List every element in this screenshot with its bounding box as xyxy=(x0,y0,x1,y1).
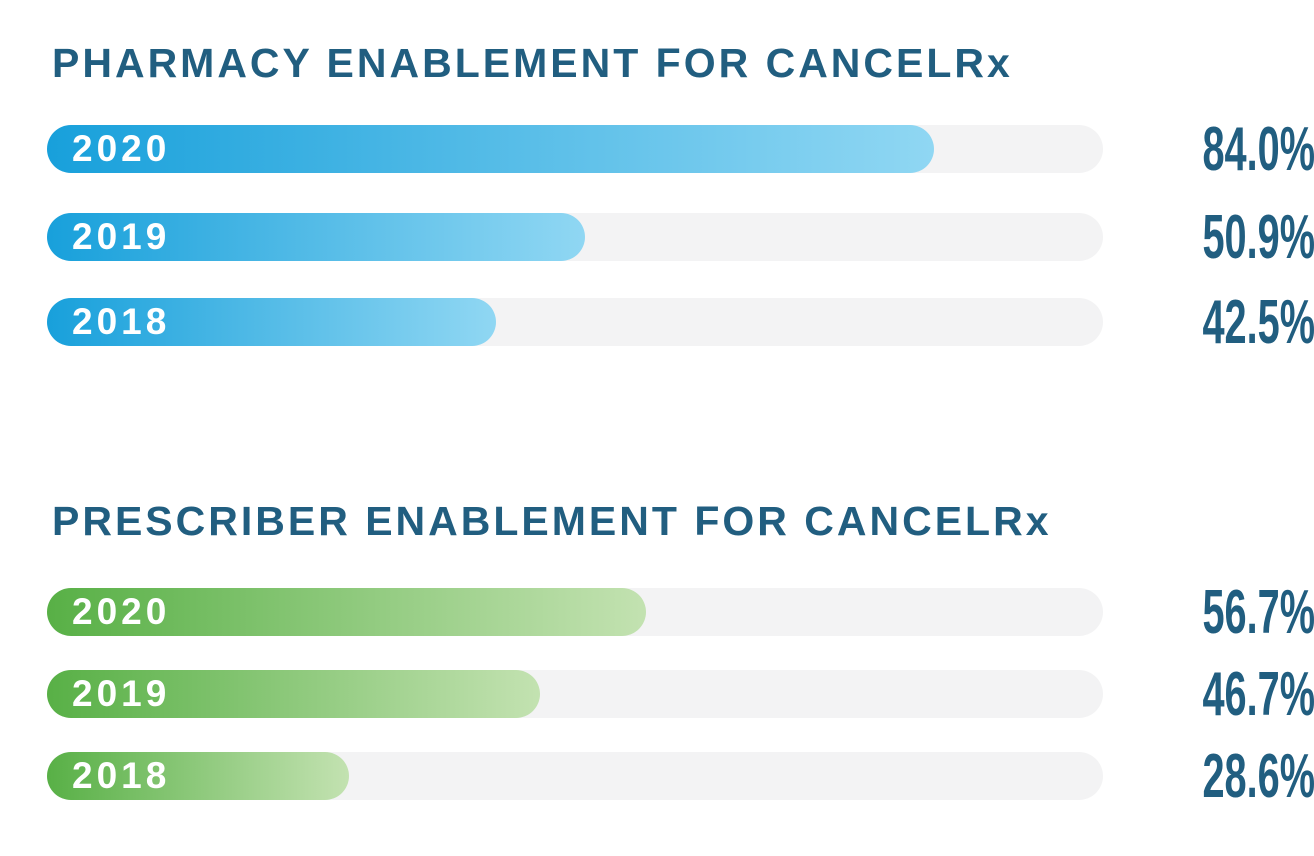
year-label: 2020 xyxy=(72,128,171,169)
year-label: 2019 xyxy=(72,216,171,257)
bar-fill-prescriber-2018: 2018 xyxy=(47,752,350,800)
bar-row-pharmacy-2018: 2018 42.5% xyxy=(47,288,1314,357)
bar-row-pharmacy-2020: 2020 84.0% xyxy=(47,115,1314,184)
bar-fill-prescriber-2020: 2020 xyxy=(47,588,646,636)
bar-row-prescriber-2020: 2020 56.7% xyxy=(47,578,1314,647)
bar-row-pharmacy-2019: 2019 50.9% xyxy=(47,203,1314,272)
chart-title-prescriber: PRESCRIBER ENABLEMENT FOR CANCELRx xyxy=(52,498,1052,544)
bar-row-prescriber-2018: 2018 28.6% xyxy=(47,742,1314,811)
value-label-prescriber-2019: 46.7% xyxy=(1202,659,1314,729)
value-label-prescriber-2018: 28.6% xyxy=(1202,741,1314,811)
bar-fill-prescriber-2019: 2019 xyxy=(47,670,541,718)
chart-title-pharmacy: PHARMACY ENABLEMENT FOR CANCELRx xyxy=(52,40,1013,86)
year-label: 2018 xyxy=(72,755,171,796)
year-label: 2020 xyxy=(72,591,171,632)
bar-row-prescriber-2019: 2019 46.7% xyxy=(47,660,1314,729)
bar-fill-pharmacy-2018: 2018 xyxy=(47,298,496,346)
value-label-pharmacy-2018: 42.5% xyxy=(1202,287,1314,357)
bar-fill-pharmacy-2019: 2019 xyxy=(47,213,585,261)
value-label-pharmacy-2020: 84.0% xyxy=(1202,114,1314,184)
value-label-prescriber-2020: 56.7% xyxy=(1202,577,1314,647)
year-label: 2019 xyxy=(72,673,171,714)
bar-fill-pharmacy-2020: 2020 xyxy=(47,125,935,173)
value-label-pharmacy-2019: 50.9% xyxy=(1202,202,1314,272)
year-label: 2018 xyxy=(72,301,171,342)
